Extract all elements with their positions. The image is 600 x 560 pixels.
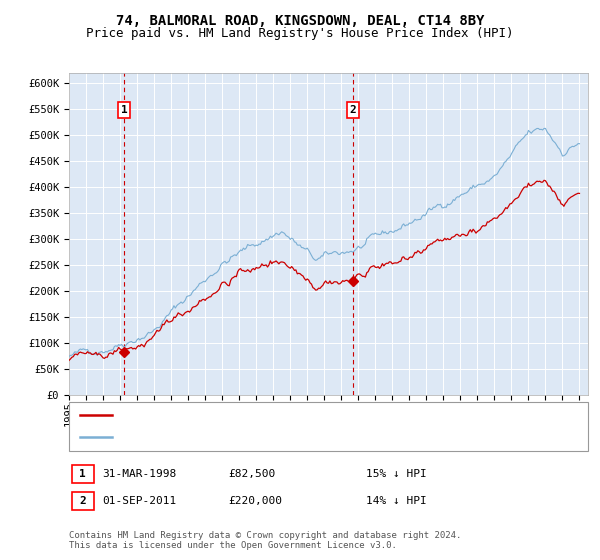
Text: £82,500: £82,500	[228, 469, 275, 479]
Text: 01-SEP-2011: 01-SEP-2011	[102, 496, 176, 506]
Text: HPI: Average price, detached house, Dover: HPI: Average price, detached house, Dove…	[117, 432, 394, 442]
Text: 1: 1	[121, 105, 128, 115]
Text: 31-MAR-1998: 31-MAR-1998	[102, 469, 176, 479]
Text: 2: 2	[349, 105, 356, 115]
Text: £220,000: £220,000	[228, 496, 282, 506]
Text: Price paid vs. HM Land Registry's House Price Index (HPI): Price paid vs. HM Land Registry's House …	[86, 27, 514, 40]
Text: 15% ↓ HPI: 15% ↓ HPI	[366, 469, 427, 479]
Text: 74, BALMORAL ROAD, KINGSDOWN, DEAL, CT14 8BY (detached house): 74, BALMORAL ROAD, KINGSDOWN, DEAL, CT14…	[117, 410, 529, 421]
Text: Contains HM Land Registry data © Crown copyright and database right 2024.
This d: Contains HM Land Registry data © Crown c…	[69, 530, 461, 550]
Text: 14% ↓ HPI: 14% ↓ HPI	[366, 496, 427, 506]
Text: 74, BALMORAL ROAD, KINGSDOWN, DEAL, CT14 8BY: 74, BALMORAL ROAD, KINGSDOWN, DEAL, CT14…	[116, 14, 484, 28]
Text: 2: 2	[79, 496, 86, 506]
Text: 1: 1	[79, 469, 86, 479]
